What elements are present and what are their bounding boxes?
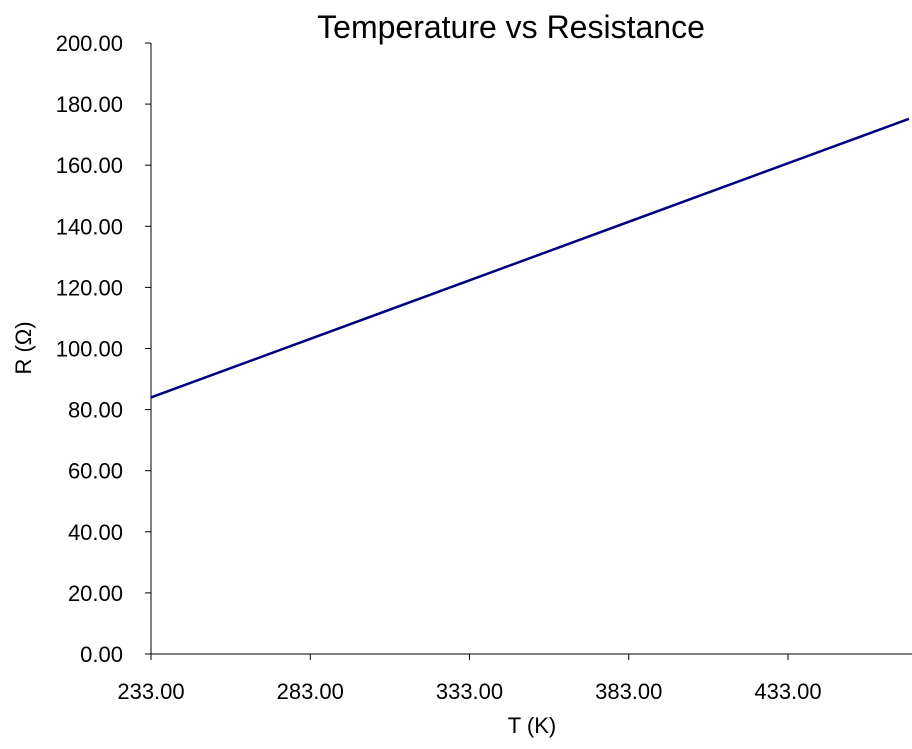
y-tick-label: 160.00 xyxy=(56,153,123,178)
y-tick-label: 80.00 xyxy=(68,398,123,423)
y-tick-label: 180.00 xyxy=(56,92,123,117)
x-tick-label: 383.00 xyxy=(595,679,662,704)
chart-title: Temperature vs Resistance xyxy=(317,9,705,45)
series-line xyxy=(150,117,910,399)
y-tick-label: 20.00 xyxy=(68,581,123,606)
y-tick-label: 40.00 xyxy=(68,520,123,545)
y-tick-label: 200.00 xyxy=(56,31,123,56)
series-layer xyxy=(150,117,910,399)
x-axis: 233.00 283.00 333.00 383.00 433.00 xyxy=(117,653,912,704)
y-tick-label: 140.00 xyxy=(56,214,123,239)
x-tick-label: 333.00 xyxy=(436,679,503,704)
x-tick-label: 283.00 xyxy=(277,679,344,704)
x-axis-title: T (K) xyxy=(508,713,556,738)
y-axis-title: R (Ω) xyxy=(11,321,36,374)
y-tick-label: 120.00 xyxy=(56,275,123,300)
y-tick-label: 0.00 xyxy=(80,642,123,667)
x-tick-label: 233.00 xyxy=(117,679,184,704)
y-tick-label: 60.00 xyxy=(68,459,123,484)
y-tick-label: 100.00 xyxy=(56,337,123,362)
y-axis: 0.00 20.00 40.00 60.00 80.00 100.00 120.00 140.… xyxy=(56,31,152,667)
x-tick-label: 433.00 xyxy=(754,679,821,704)
